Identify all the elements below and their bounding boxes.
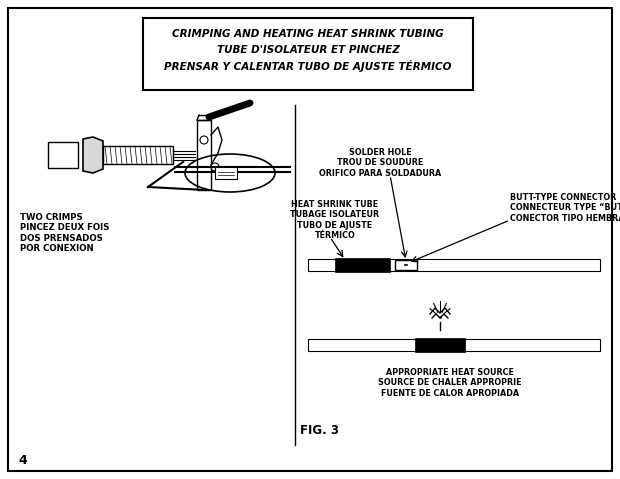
Text: PRENSAR Y CALENTAR TUBO DE AJUSTE TÉRMICO: PRENSAR Y CALENTAR TUBO DE AJUSTE TÉRMIC…: [164, 60, 452, 72]
Text: 4: 4: [18, 454, 27, 467]
Bar: [335, 258, 390, 272]
Text: BUTT-TYPE CONNECTOR
CONNECTEUR TYPE “BUTT”
CONECTOR TIPO HEMBRA: BUTT-TYPE CONNECTOR CONNECTEUR TYPE “BUT…: [510, 193, 620, 223]
Bar: [103, 146, 173, 164]
Bar: [308, 339, 600, 351]
Text: FIG. 3: FIG. 3: [301, 423, 340, 436]
Text: HEAT SHRINK TUBE
TUBAGE ISOLATEUR
TUBO DE AJUSTE
TÉRMICO: HEAT SHRINK TUBE TUBAGE ISOLATEUR TUBO D…: [290, 200, 379, 240]
Text: TUBE D'ISOLATEUR ET PINCHEZ: TUBE D'ISOLATEUR ET PINCHEZ: [216, 45, 399, 55]
Text: TWO CRIMPS
PINCEZ DEUX FOIS
DOS PRENSADOS
POR CONEXION: TWO CRIMPS PINCEZ DEUX FOIS DOS PRENSADO…: [20, 213, 110, 253]
Text: SOLDER HOLE
TROU DE SOUDURE
ORIFICO PARA SOLDADURA: SOLDER HOLE TROU DE SOUDURE ORIFICO PARA…: [319, 148, 441, 178]
Bar: [308, 259, 600, 271]
Ellipse shape: [211, 163, 219, 171]
Bar: [48, 142, 78, 168]
Bar: [143, 18, 473, 90]
Bar: [215, 167, 237, 179]
Text: CRIMPING AND HEATING HEAT SHRINK TUBING: CRIMPING AND HEATING HEAT SHRINK TUBING: [172, 29, 444, 39]
Polygon shape: [83, 137, 103, 173]
Bar: [415, 338, 465, 352]
Bar: [197, 120, 211, 190]
Text: APPROPRIATE HEAT SOURCE
SOURCE DE CHALER APPROPRIE
FUENTE DE CALOR APROPIADA: APPROPRIATE HEAT SOURCE SOURCE DE CHALER…: [378, 368, 522, 398]
Ellipse shape: [200, 136, 208, 144]
Bar: [395, 260, 417, 270]
